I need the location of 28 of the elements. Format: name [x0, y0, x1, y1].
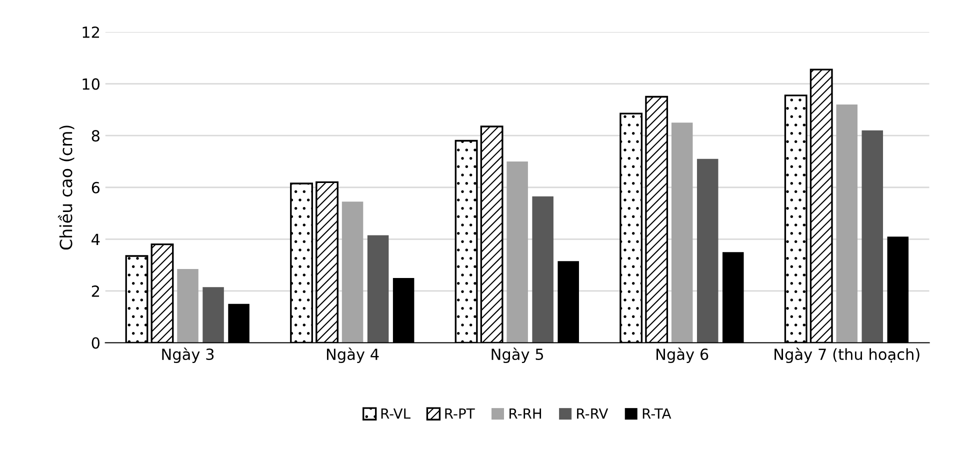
- bar: [671, 122, 693, 343]
- y-axis-title: Chiều cao (cm): [58, 126, 74, 250]
- y-tick-label: 2: [92, 285, 99, 297]
- y-tick-label: 6: [92, 182, 100, 194]
- legend-label: R-TA: [642, 408, 672, 419]
- x-tick-label: Ngày 6: [656, 348, 708, 364]
- legend-label: R-PT: [445, 408, 475, 419]
- bar: [342, 202, 364, 343]
- legend-label: R-RV: [577, 408, 608, 419]
- bar: [532, 196, 554, 343]
- x-tick-label: Ngày 5: [492, 348, 544, 364]
- bar: [202, 287, 224, 343]
- x-tick-label: Ngày 7 (thu hoạch): [774, 348, 920, 364]
- bar: [696, 158, 718, 343]
- legend-label: R-RH: [510, 408, 542, 419]
- y-tick-label: 4: [92, 234, 100, 245]
- y-tick-label: 10: [82, 78, 100, 90]
- bar: [367, 235, 389, 343]
- y-tick-label: 0: [92, 337, 100, 349]
- bar: [862, 130, 884, 343]
- bar: [836, 104, 858, 343]
- bar: [177, 268, 198, 343]
- x-tick-label: Ngày 3: [162, 348, 214, 364]
- legend-label: R-VL: [381, 408, 410, 419]
- x-tick-label: Ngày 4: [326, 348, 379, 364]
- y-tick-label: 8: [92, 130, 100, 142]
- y-tick-label: 12: [82, 26, 99, 38]
- bar: [506, 161, 528, 343]
